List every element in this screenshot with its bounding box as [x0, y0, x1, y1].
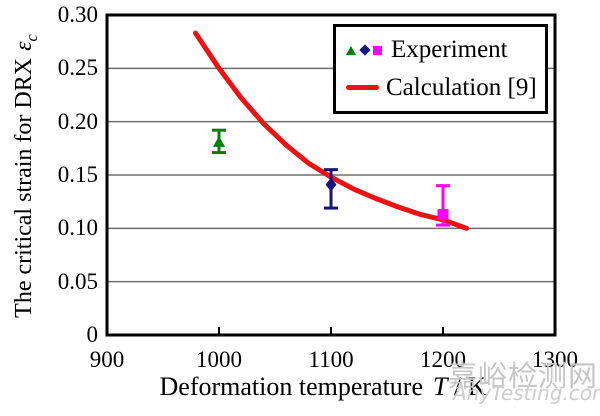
x-tick-label: 1100: [308, 347, 354, 372]
y-tick-label: 0.10: [57, 215, 98, 241]
red-line-icon: [346, 85, 379, 91]
epsilon-subscript: c: [21, 34, 41, 42]
y-tick-label: 0.30: [57, 2, 98, 27]
y-tick-label: 0.25: [57, 55, 98, 81]
legend-row-experiment: Experiment: [346, 36, 545, 64]
x-tick-label: 1000: [196, 347, 242, 372]
y-tick-label: 0: [86, 322, 99, 347]
y-tick-label: 0.15: [57, 162, 98, 187]
x-tick-label: 1300: [532, 347, 578, 372]
x-axis-title: Deformation temperature T / K: [99, 372, 547, 402]
square-marker-icon: [373, 45, 382, 55]
legend-row-calculation: Calculation [9]: [346, 74, 545, 102]
watermark-url: AnyTesting.com: [453, 381, 600, 405]
y-tick-label: 0.20: [57, 108, 98, 134]
epsilon-symbol: ε: [11, 41, 37, 51]
diamond-marker-icon: [359, 44, 371, 56]
legend-label-calculation: Calculation [9]: [386, 73, 537, 101]
x-axis-title-text: Deformation temperature: [159, 372, 424, 401]
triangle-marker-icon: [346, 45, 356, 55]
diamond-marker: [325, 177, 337, 192]
x-tick-label: 1200: [420, 347, 466, 372]
x-tick-label: 900: [89, 347, 125, 372]
watermark-text: 嘉峪检测网: [448, 359, 599, 393]
triangle-marker: [213, 135, 225, 147]
y-tick-label: 0.05: [57, 268, 98, 294]
temperature-symbol: T: [433, 372, 448, 401]
x-axis-unit: / K: [447, 372, 487, 401]
legend: Experiment Calculation [9]: [333, 24, 548, 114]
legend-label-experiment: Experiment: [391, 36, 508, 64]
square-marker: [437, 208, 449, 220]
